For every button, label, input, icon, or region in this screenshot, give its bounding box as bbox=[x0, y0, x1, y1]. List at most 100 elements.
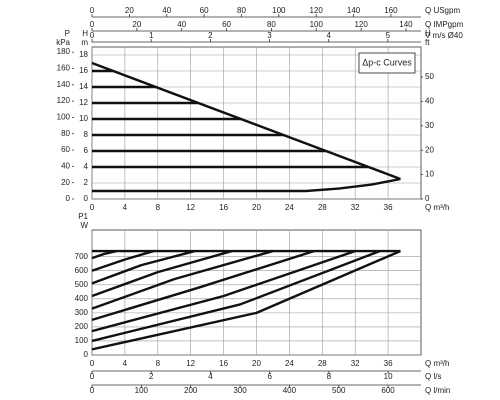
y-tick-label: 600 bbox=[75, 266, 89, 275]
axis-label: Q l/s bbox=[425, 372, 441, 381]
x-tick-label: 8 bbox=[327, 372, 332, 381]
axis-label: Q l/min bbox=[425, 386, 450, 395]
x-tick-label: 140 bbox=[399, 20, 413, 29]
x-tick-label: 500 bbox=[332, 386, 346, 395]
annotation: Δp-c Curves bbox=[362, 57, 412, 67]
y-tick-label: 50 bbox=[425, 72, 434, 81]
y-tick-label: 8 bbox=[84, 130, 89, 139]
y-tick-label: 160 bbox=[57, 64, 71, 73]
x-tick-label: 12 bbox=[186, 203, 195, 212]
x-tick-label: 140 bbox=[347, 6, 361, 15]
y-tick-label: 500 bbox=[75, 280, 89, 289]
y-tick-label: 60 bbox=[61, 145, 70, 154]
y-tick-label: 180 bbox=[57, 47, 71, 56]
y-tick-label: 80 bbox=[61, 129, 70, 138]
curve bbox=[91, 249, 233, 298]
y-axis-label: W bbox=[80, 221, 88, 230]
x-tick-label: 2 bbox=[149, 372, 154, 381]
x-tick-label: 120 bbox=[310, 6, 324, 15]
y-tick-label: 10 bbox=[425, 170, 434, 179]
y-tick-label: 30 bbox=[425, 121, 434, 130]
annotation-box bbox=[358, 52, 416, 74]
y-tick-label: 20 bbox=[61, 178, 70, 187]
x-tick-label: 28 bbox=[318, 203, 327, 212]
x-tick-label: 32 bbox=[351, 359, 360, 368]
y-tick-label: 0 bbox=[425, 194, 430, 203]
y-axis-label: H bbox=[82, 29, 88, 38]
y-tick-label: 18 bbox=[79, 50, 88, 59]
x-tick-label: 4 bbox=[208, 372, 213, 381]
x-tick-label: 400 bbox=[283, 386, 297, 395]
curve bbox=[91, 249, 117, 260]
y-tick-label: 10 bbox=[79, 114, 88, 123]
curve bbox=[91, 249, 401, 351]
y-tick-label: 100 bbox=[75, 336, 89, 345]
x-tick-label: 0 bbox=[90, 6, 95, 15]
y-tick-label: 700 bbox=[75, 252, 89, 261]
x-tick-label: 2 bbox=[208, 31, 213, 40]
curve bbox=[91, 61, 401, 181]
x-tick-label: 100 bbox=[272, 6, 286, 15]
x-tick-label: 36 bbox=[384, 203, 393, 212]
x-tick-label: 28 bbox=[318, 359, 327, 368]
y-tick-label: 16 bbox=[79, 66, 88, 75]
x-tick-label: 20 bbox=[132, 20, 141, 29]
x-tick-label: 24 bbox=[285, 359, 294, 368]
axis-label: P bbox=[65, 29, 70, 38]
x-tick-label: 40 bbox=[177, 20, 186, 29]
x-tick-label: 160 bbox=[384, 6, 398, 15]
y-tick-label: 6 bbox=[84, 146, 89, 155]
x-tick-label: 100 bbox=[135, 386, 149, 395]
x-tick-label: 40 bbox=[162, 6, 171, 15]
curve bbox=[91, 249, 155, 272]
x-tick-label: 6 bbox=[267, 372, 272, 381]
y-tick-label: 20 bbox=[425, 145, 434, 154]
x-tick-label: 0 bbox=[90, 372, 95, 381]
x-tick-label: 8 bbox=[156, 359, 161, 368]
y-tick-label: 2 bbox=[84, 178, 89, 187]
y-tick-label: 100 bbox=[57, 113, 71, 122]
x-tick-label: 20 bbox=[125, 6, 134, 15]
y-tick-label: 40 bbox=[425, 97, 434, 106]
curve bbox=[91, 249, 356, 333]
y-tick-label: 4 bbox=[84, 162, 89, 171]
x-tick-label: 4 bbox=[123, 203, 128, 212]
curve bbox=[91, 249, 315, 322]
y-axis-label: m bbox=[81, 38, 88, 47]
y-tick-label: 200 bbox=[75, 322, 89, 331]
x-tick-label: 36 bbox=[384, 359, 393, 368]
curve bbox=[91, 249, 196, 285]
x-tick-label: 200 bbox=[184, 386, 198, 395]
x-tick-label: 0 bbox=[90, 359, 95, 368]
x-tick-label: 120 bbox=[354, 20, 368, 29]
x-axis-label: Q m³/h bbox=[425, 359, 449, 368]
x-tick-label: 0 bbox=[90, 203, 95, 212]
curve bbox=[92, 177, 401, 193]
y-axis-label: P1 bbox=[78, 212, 88, 221]
x-tick-label: 4 bbox=[123, 359, 128, 368]
y-tick-label: 120 bbox=[57, 96, 71, 105]
x-tick-label: 80 bbox=[237, 6, 246, 15]
axis-label: Q USgpm bbox=[425, 6, 460, 15]
x-tick-label: 16 bbox=[219, 203, 228, 212]
y-tick-label: 0 bbox=[66, 194, 71, 203]
x-tick-label: 20 bbox=[252, 203, 261, 212]
axis-label: ft bbox=[425, 38, 430, 47]
x-tick-label: 12 bbox=[186, 359, 195, 368]
y-tick-label: 140 bbox=[57, 80, 71, 89]
y-tick-label: 40 bbox=[61, 161, 70, 170]
x-tick-label: 600 bbox=[381, 386, 395, 395]
x-tick-label: 20 bbox=[252, 359, 261, 368]
x-tick-label: 3 bbox=[267, 31, 272, 40]
axis-label: kPa bbox=[56, 38, 70, 47]
x-tick-label: 1 bbox=[149, 31, 154, 40]
axis-label: Q IMPgpm bbox=[425, 20, 464, 29]
y-tick-label: 400 bbox=[75, 294, 89, 303]
x-tick-label: 80 bbox=[267, 20, 276, 29]
x-tick-label: 4 bbox=[326, 31, 331, 40]
axis-label: V m/s Ø40 bbox=[425, 31, 463, 40]
y-tick-label: 14 bbox=[79, 82, 88, 91]
x-tick-label: 8 bbox=[156, 203, 161, 212]
y-tick-label: 0 bbox=[84, 350, 89, 359]
